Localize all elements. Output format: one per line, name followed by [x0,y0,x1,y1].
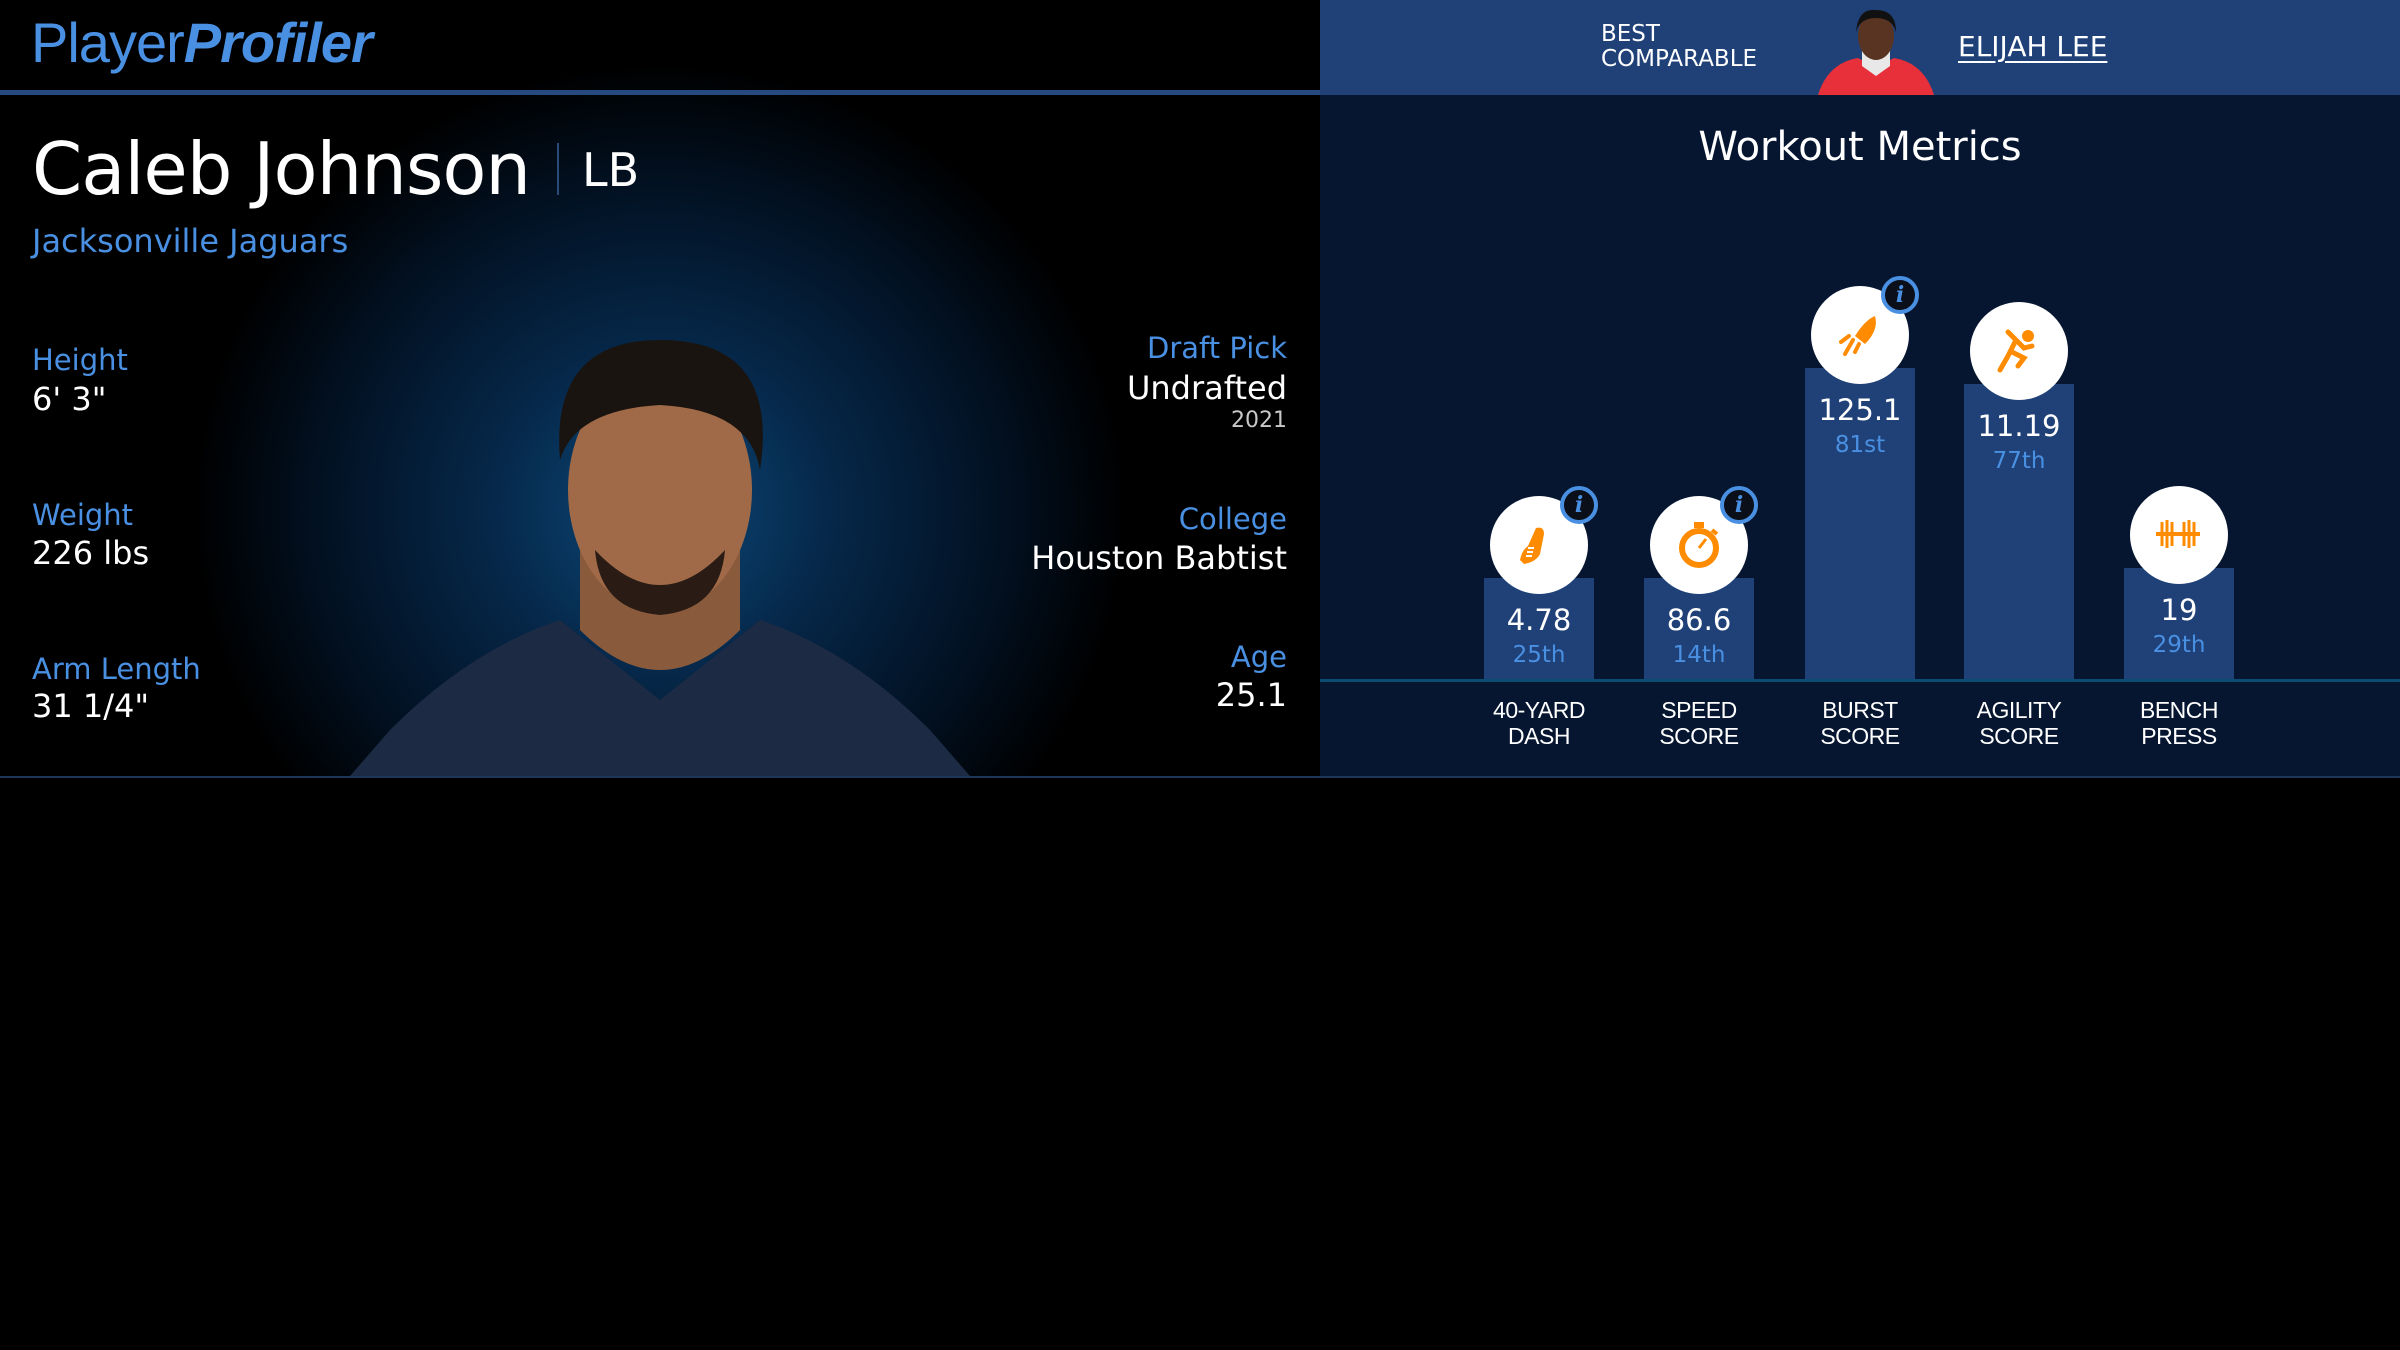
metric-label: 40-YARD DASH [1459,697,1619,749]
metric-value: 4.78 [1506,602,1572,637]
logo[interactable]: PlayerProfiler [31,10,373,75]
metric-bar [1964,383,2074,680]
metric-value: 125.1 [1818,393,1902,428]
logo-player: Player [31,11,185,74]
metric-label-line2: SCORE [1979,723,2059,749]
metric-percentile: 81st [1834,432,1886,459]
metric-bar [2124,568,2234,680]
metric-label-line2: SCORE [1659,723,1739,749]
runner-icon [1997,329,2035,373]
metric-percentile: 14th [1672,641,1726,668]
draft-pick-label: Draft Pick [1147,331,1287,365]
metric-label: BENCH PRESS [2099,697,2259,749]
player-position: LB [582,143,640,197]
height-label: Height [32,343,128,377]
metric-bar [1644,577,1754,680]
comparable-player-photo[interactable] [1818,8,1934,95]
player-name: Caleb Johnson [32,127,531,211]
logo-profiler: Profiler [183,11,373,74]
best-comparable-label: BEST COMPARABLE [1601,22,1757,72]
weight-label: Weight [32,498,134,532]
age-value: 25.1 [1215,676,1287,714]
metric-icon-circle [2130,486,2228,585]
arm-length-value: 31 1/4" [32,687,150,725]
metric-label-line2: SCORE [1820,723,1900,749]
metric-percentile: 25th [1512,641,1566,668]
info-icon[interactable]: i [1720,485,1758,524]
height-value: 6' 3" [32,380,107,418]
metric-label: SPEED SCORE [1619,697,1779,749]
barbell-icon [2156,520,2200,549]
metric-label-line1: SPEED [1661,697,1737,723]
metric-label-line1: AGILITY [1976,697,2062,723]
header-divider [0,90,1320,95]
player-team[interactable]: Jacksonville Jaguars [32,222,349,260]
rocket-icon [1839,316,1876,357]
metric-label-line2: DASH [1508,723,1570,749]
best-label: BEST [1601,21,1660,47]
metric-value: 19 [2160,593,2198,628]
metric-percentile: 29th [2152,632,2206,659]
metric-label-line2: PRESS [2141,723,2217,749]
arm-length-label: Arm Length [32,652,201,686]
age-label: Age [1230,640,1287,674]
metric-bar [1805,368,1915,680]
metric-label-line1: BURST [1822,697,1898,723]
player-panel: PlayerProfiler Caleb Johnson LB Jacksonv… [0,0,1320,776]
stopwatch-icon [1679,521,1719,568]
metric-icon-circle [1970,301,2068,400]
draft-year: 2021 [1231,408,1287,433]
metric-percentile: 77th [1992,447,2046,474]
metric-value: 11.19 [1977,408,2061,443]
weight-value: 226 lbs [32,534,150,572]
college-label: College [1178,502,1287,536]
player-photo [350,340,970,776]
bottom-divider [0,776,2400,778]
name-separator [557,143,559,195]
info-icon[interactable]: i [1881,276,1919,315]
college-value: Houston Babtist [1031,539,1287,577]
comparable-label: COMPARABLE [1601,46,1758,72]
metric-label: BURST SCORE [1780,697,1940,749]
workout-metrics-title: Workout Metrics [1698,124,2022,170]
metric-bar [1484,577,1594,680]
metric-icon-circle [1811,286,1909,385]
metric-label-line1: BENCH [2139,697,2219,723]
chart-baseline [1320,679,2400,682]
metric-value: 86.6 [1666,602,1732,637]
draft-pick-value: Undrafted [1126,369,1287,407]
metric-label: AGILITY SCORE [1939,697,2099,749]
metric-label-line1: 40-YARD [1493,697,1585,723]
comparable-player-link[interactable]: ELIJAH LEE [1958,30,2108,63]
running-shoe-icon [1520,527,1544,564]
info-icon[interactable]: i [1560,485,1598,524]
